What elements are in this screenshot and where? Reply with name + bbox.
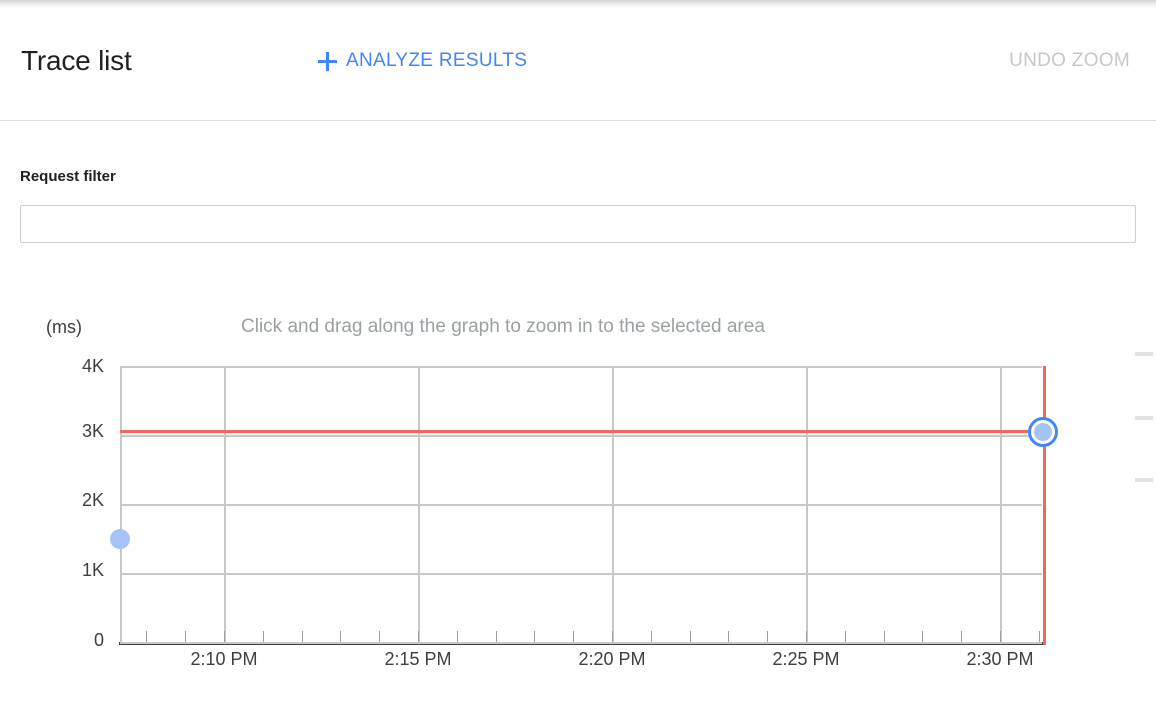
x-axis-minor-tick bbox=[883, 631, 885, 642]
x-axis-minor-tick bbox=[922, 631, 924, 642]
x-axis-minor-tick bbox=[1038, 631, 1040, 642]
x-axis-line bbox=[119, 642, 1043, 645]
page-title: Trace list bbox=[21, 45, 132, 76]
chart-drag-hint: Click and drag along the graph to zoom i… bbox=[241, 316, 765, 337]
x-axis-minor-tick bbox=[301, 631, 303, 642]
x-axis-minor-tick bbox=[495, 631, 497, 642]
page-header: Trace list ANALYZE RESULTS UNDO ZOOM bbox=[0, 8, 1156, 121]
x-axis-minor-tick bbox=[456, 631, 458, 642]
x-axis-tick-label: 2:20 PM bbox=[578, 649, 646, 669]
window-top-shadow bbox=[0, 0, 1156, 8]
analyze-results-button[interactable]: ANALYZE RESULTS bbox=[318, 46, 527, 76]
y-axis-tick-label: 3K bbox=[81, 421, 104, 441]
gridline-vertical bbox=[806, 366, 808, 642]
gridline-horizontal bbox=[120, 435, 1042, 437]
right-edge-mark bbox=[1135, 478, 1153, 482]
y-axis-line bbox=[120, 366, 122, 642]
request-filter-input[interactable] bbox=[20, 205, 1136, 243]
gridline-vertical bbox=[1000, 366, 1002, 642]
request-filter-label: Request filter bbox=[20, 168, 116, 185]
gridline-vertical bbox=[418, 366, 420, 642]
x-axis-minor-tick bbox=[262, 631, 264, 642]
data-point[interactable] bbox=[110, 528, 130, 549]
x-axis-minor-tick bbox=[340, 631, 342, 642]
chart-plot-area[interactable] bbox=[119, 366, 1043, 645]
gridline-vertical bbox=[224, 366, 226, 642]
x-axis-minor-tick bbox=[612, 631, 613, 642]
selected-data-point[interactable] bbox=[1028, 416, 1058, 447]
undo-zoom-label: UNDO ZOOM bbox=[1009, 50, 1130, 71]
x-axis-minor-tick bbox=[534, 631, 536, 642]
x-axis-minor-tick bbox=[418, 631, 419, 642]
gridline-vertical bbox=[612, 366, 614, 642]
gridline-horizontal bbox=[120, 366, 1042, 368]
plus-icon bbox=[318, 51, 337, 71]
x-axis-minor-tick bbox=[767, 631, 769, 642]
x-axis-minor-tick bbox=[573, 631, 575, 642]
x-axis-minor-tick bbox=[1000, 631, 1001, 642]
x-axis-minor-tick bbox=[379, 631, 381, 642]
x-axis-tick-label: 2:10 PM bbox=[190, 649, 258, 669]
y-axis-unit-label: (ms) bbox=[46, 317, 82, 337]
x-axis-minor-tick bbox=[224, 631, 225, 642]
x-axis-minor-tick bbox=[961, 631, 963, 642]
analyze-results-label: ANALYZE RESULTS bbox=[346, 50, 528, 71]
x-axis-tick-label: 2:30 PM bbox=[966, 649, 1034, 669]
right-edge-mark bbox=[1135, 416, 1153, 420]
right-edge-mark bbox=[1135, 352, 1153, 356]
crosshair-vertical-line bbox=[1043, 366, 1046, 645]
gridline-horizontal bbox=[120, 573, 1042, 575]
y-axis-tick-label: 4K bbox=[81, 356, 104, 376]
y-axis-tick-label: 2K bbox=[81, 490, 104, 510]
x-axis-minor-tick bbox=[146, 631, 148, 642]
x-axis-minor-tick bbox=[844, 631, 846, 642]
y-axis-tick-label: 0 bbox=[93, 630, 104, 650]
x-axis-tick-label: 2:15 PM bbox=[384, 649, 452, 669]
gridline-horizontal bbox=[120, 504, 1042, 506]
y-axis-tick-label: 1K bbox=[81, 560, 104, 580]
crosshair-horizontal-line bbox=[120, 429, 1043, 433]
x-axis-minor-tick bbox=[689, 631, 691, 642]
x-axis-minor-tick bbox=[185, 631, 187, 642]
x-axis-tick-label: 2:25 PM bbox=[772, 649, 840, 669]
undo-zoom-button[interactable]: UNDO ZOOM bbox=[1009, 46, 1130, 76]
gridline-horizontal bbox=[120, 642, 1042, 644]
x-axis-minor-tick bbox=[728, 631, 730, 642]
x-axis-minor-tick bbox=[650, 631, 652, 642]
x-axis-minor-tick bbox=[806, 631, 807, 642]
